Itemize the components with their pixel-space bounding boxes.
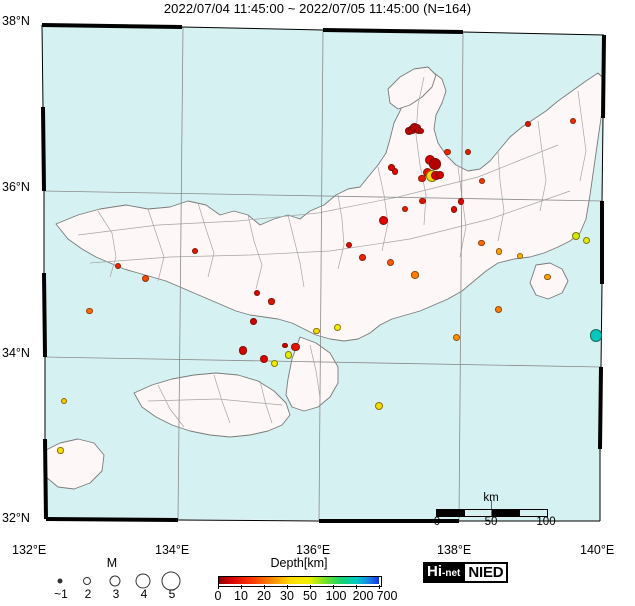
earthquake-marker	[516, 252, 523, 260]
earthquake-marker	[250, 318, 258, 325]
earthquake-marker	[401, 205, 408, 212]
scale-tick-0: 0	[433, 516, 441, 528]
magnitude-legend-title: M	[106, 556, 118, 570]
map-frame	[41, 23, 606, 523]
axis-label-lat-32: 32°N	[2, 511, 30, 525]
earthquake-marker	[191, 247, 199, 254]
page-title: 2022/07/04 11:45:00 ~ 2022/07/05 11:45:0…	[163, 1, 472, 16]
magnitude-legend: M ~1 2 3 4 5	[42, 556, 182, 604]
magnitude-symbol-1	[57, 578, 63, 584]
scale-bar-center-line	[491, 500, 492, 516]
earthquake-marker	[284, 351, 293, 359]
earthquake-marker	[589, 329, 603, 342]
earthquake-marker	[57, 447, 64, 454]
depth-label-10: 10	[234, 589, 248, 603]
earthquake-marker	[379, 216, 389, 226]
earthquake-marker	[465, 149, 472, 156]
earthquake-marker	[259, 354, 268, 363]
depth-colorbar	[218, 576, 382, 587]
earthquake-marker	[495, 305, 502, 313]
axis-label-lat-36: 36°N	[2, 180, 30, 194]
depth-legend: Depth[km] 0 10 20 30 50 100 200 700	[196, 556, 402, 604]
magnitude-label-5: 5	[168, 587, 176, 601]
hinet-logo-text: Hi -net	[423, 562, 464, 583]
earthquake-marker	[457, 198, 465, 205]
scale-bar-unit: km	[483, 492, 499, 504]
depth-label-50: 50	[303, 589, 317, 603]
earthquake-marker	[254, 289, 261, 296]
earthquake-marker	[544, 273, 551, 281]
earthquake-marker	[359, 254, 366, 261]
depth-label-30: 30	[280, 589, 294, 603]
depth-label-0: 0	[214, 589, 222, 603]
earthquake-marker	[417, 127, 425, 135]
magnitude-label-2: 2	[84, 587, 92, 601]
magnitude-symbol-2	[83, 577, 91, 585]
earthquake-marker	[418, 174, 426, 183]
earthquake-marker	[270, 359, 278, 367]
earthquake-marker	[391, 168, 398, 175]
depth-colorbar-ticks	[218, 585, 380, 590]
depth-legend-title: Depth[km]	[270, 556, 328, 570]
earthquake-marker	[268, 298, 275, 305]
depth-label-100: 100	[325, 589, 347, 603]
hinet-logo-hi: Hi	[427, 563, 442, 580]
depth-label-700: 700	[376, 589, 398, 603]
earthquake-marker	[435, 170, 445, 180]
earthquake-marker	[238, 346, 248, 355]
earthquake-marker	[478, 178, 486, 185]
magnitude-label-3: 3	[112, 587, 120, 601]
axis-label-lon-134: 134°E	[155, 543, 190, 557]
axis-label-lat-34: 34°N	[2, 346, 30, 360]
earthquake-marker	[114, 262, 122, 270]
magnitude-legend-symbols	[42, 571, 182, 591]
map-panel[interactable]	[38, 19, 608, 527]
earthquake-marker	[86, 307, 93, 315]
earthquake-marker	[419, 197, 426, 205]
axis-label-lat-38: 38°N	[2, 14, 30, 28]
magnitude-label-4: 4	[140, 587, 148, 601]
scale-bar: km 0 50 100	[430, 492, 556, 528]
earthquake-marker	[428, 158, 441, 170]
earthquake-marker	[570, 117, 577, 124]
earthquake-marker	[571, 232, 580, 241]
earthquake-marker	[313, 327, 320, 335]
earthquake-marker	[525, 121, 531, 128]
earthquake-marker	[386, 258, 395, 266]
nied-logo-text: NIED	[463, 562, 509, 583]
depth-label-200: 200	[352, 589, 374, 603]
axis-label-lon-138: 138°E	[437, 543, 472, 557]
earthquake-marker	[478, 239, 485, 247]
map-canvas[interactable]	[38, 19, 608, 527]
earthquake-marker	[291, 342, 300, 352]
earthquake-marker	[61, 397, 68, 405]
magnitude-symbol-4	[135, 573, 151, 589]
earthquake-marker	[334, 323, 341, 331]
earthquake-marker	[411, 271, 419, 279]
earthquake-marker	[142, 275, 150, 283]
axis-label-lon-140: 140°E	[580, 543, 615, 557]
magnitude-label-1: ~1	[54, 587, 68, 601]
magnitude-symbol-3	[109, 575, 121, 587]
depth-label-20: 20	[257, 589, 271, 603]
hinet-logo-net: -net	[442, 568, 461, 579]
earthquake-marker	[282, 342, 288, 349]
earthquake-marker	[495, 248, 503, 255]
earthquake-marker	[450, 206, 458, 213]
earthquake-marker	[387, 164, 395, 171]
axis-label-lon-136: 136°E	[296, 543, 331, 557]
earthquake-marker	[444, 148, 451, 156]
hinet-nied-logo: Hi -net NIED	[423, 562, 509, 583]
earthquake-marker	[374, 402, 383, 411]
scale-bar-ticks: 0 50 100	[430, 516, 556, 528]
map-graphic	[41, 23, 606, 523]
scale-tick-100: 100	[536, 516, 556, 528]
scale-tick-50: 50	[484, 516, 498, 528]
earthquake-marker	[582, 237, 590, 245]
earthquake-marker	[452, 333, 460, 341]
scale-bar-track	[436, 509, 548, 517]
axis-label-lon-132: 132°E	[12, 543, 47, 557]
earthquake-marker	[345, 241, 352, 249]
magnitude-symbol-5	[161, 571, 181, 591]
